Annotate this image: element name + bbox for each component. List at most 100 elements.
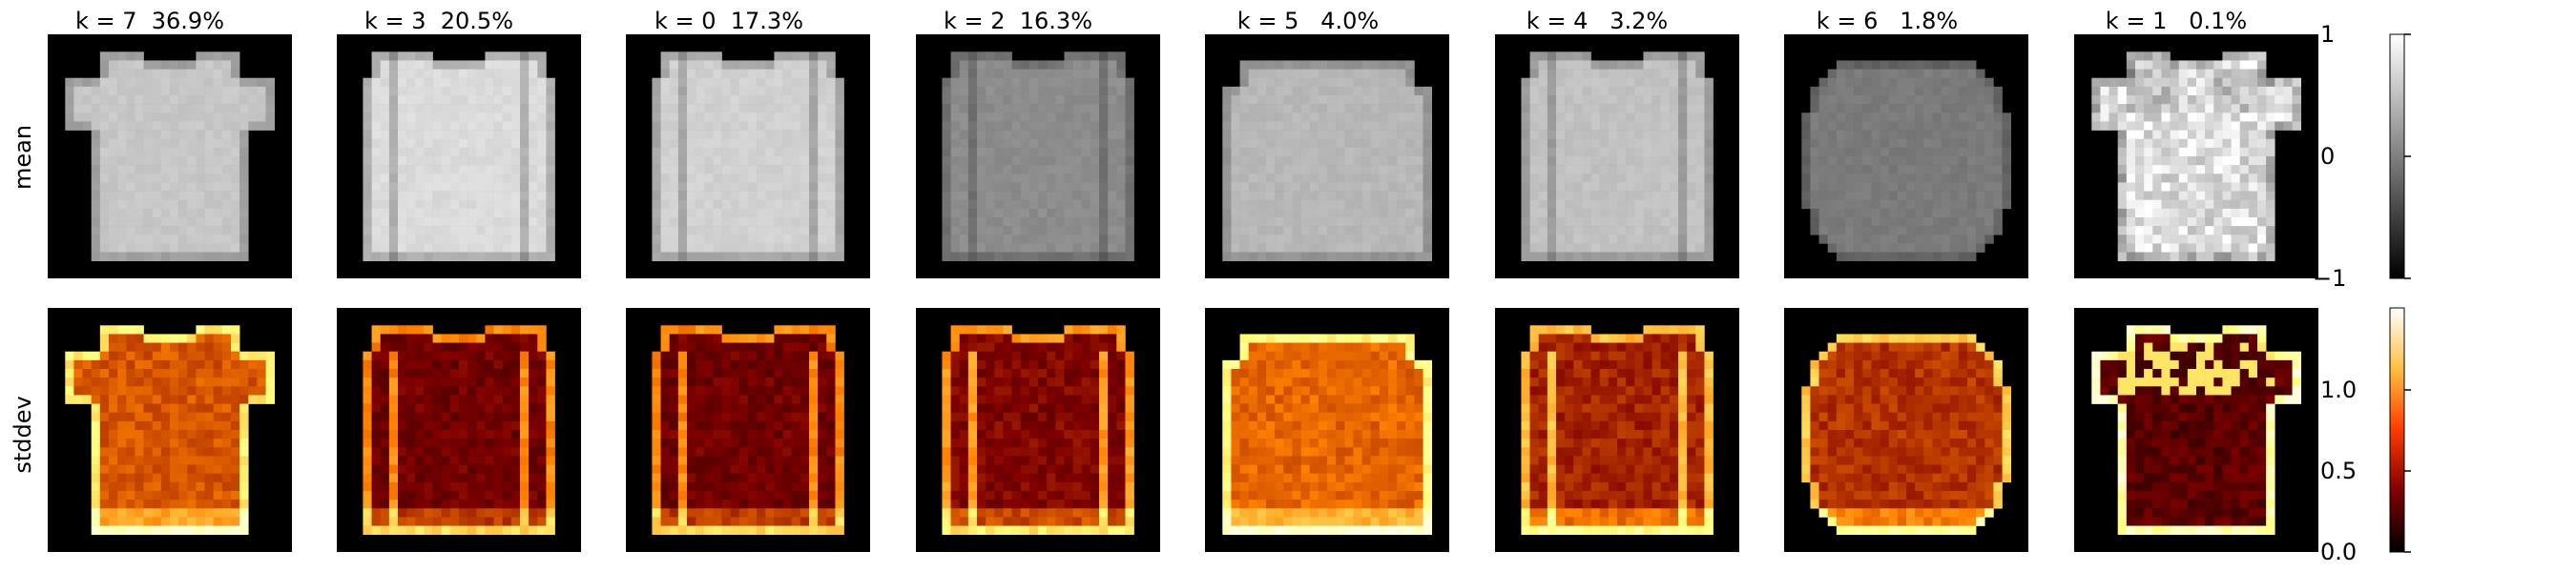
heatmap-cell [1423, 243, 1433, 253]
heatmap-cell [424, 334, 433, 343]
heatmap-cell [213, 359, 223, 370]
heatmap-cell [424, 359, 433, 370]
heatmap-cell [178, 165, 188, 174]
heatmap-cell [818, 147, 827, 157]
heatmap-cell [363, 464, 372, 475]
heatmap-cell [660, 182, 671, 192]
heatmap-cell [380, 439, 390, 448]
heatmap-cell [510, 359, 521, 370]
heatmap-cell [1108, 69, 1117, 79]
heatmap-cell [546, 217, 555, 227]
heatmap-cell [537, 243, 547, 253]
heatmap-cell [959, 473, 969, 483]
heatmap-cell [1327, 60, 1337, 70]
heatmap-cell [109, 334, 118, 343]
heatmap-cell [1011, 334, 1022, 343]
heatmap-cell [126, 378, 135, 387]
heatmap-cell [774, 517, 783, 526]
heatmap-cell [1336, 420, 1345, 431]
heatmap-cell [380, 191, 390, 201]
heatmap-cell [537, 226, 547, 235]
heatmap-cell [493, 508, 504, 518]
heatmap-cell [660, 165, 671, 174]
heatmap-cell [1397, 403, 1406, 414]
heatmap-cell [1047, 156, 1056, 166]
heatmap-cell [99, 325, 110, 335]
heatmap-cell [1055, 369, 1065, 378]
heatmap-cell [152, 156, 162, 166]
heatmap-cell [835, 104, 844, 113]
heatmap-cell [774, 226, 783, 235]
heatmap-cell [1064, 235, 1073, 244]
heatmap-cell [826, 420, 836, 431]
heatmap-cell [1344, 69, 1354, 79]
heatmap-cell [406, 138, 416, 149]
heatmap-cell [1072, 386, 1083, 396]
heatmap-cell [529, 378, 538, 387]
heatmap-cell [467, 456, 477, 465]
heatmap-cell [721, 395, 732, 404]
heatmap-cell [424, 147, 433, 157]
heatmap-cell [520, 369, 530, 378]
heatmap-cell [1003, 430, 1012, 439]
heatmap-cell [696, 156, 705, 166]
heatmap-cell [415, 464, 425, 475]
heatmap-cell [467, 235, 477, 244]
heatmap-cell [363, 112, 372, 122]
heatmap-cell [696, 86, 705, 96]
heatmap-cell [1300, 95, 1311, 105]
heatmap-cell [415, 508, 425, 518]
heatmap-cell [942, 86, 951, 96]
heatmap-cell [738, 104, 749, 113]
heatmap-cell [791, 77, 801, 88]
heatmap-cell [170, 130, 179, 140]
heatmap-cell [1055, 500, 1065, 509]
heatmap-cell [986, 69, 995, 79]
heatmap-cell [818, 77, 827, 88]
heatmap-cell [126, 252, 135, 262]
heatmap-cell [1081, 403, 1091, 414]
heatmap-cell [1327, 447, 1337, 457]
heatmap-cell [1414, 138, 1423, 149]
heatmap-cell [1423, 447, 1433, 457]
heatmap-cell [1038, 112, 1048, 122]
heatmap-cell [713, 430, 722, 439]
heatmap-cell [1283, 156, 1293, 166]
heatmap-cell [529, 208, 538, 218]
heatmap-cell [977, 243, 987, 253]
heatmap-cell [1125, 403, 1134, 414]
heatmap-cell [1266, 403, 1276, 414]
heatmap-cell [126, 191, 135, 201]
heatmap-cell [660, 130, 671, 140]
heatmap-cell [1397, 386, 1406, 396]
heatmap-cell [765, 412, 775, 422]
heatmap-cell [476, 464, 486, 475]
heatmap-cell [371, 60, 382, 70]
heatmap-cell [485, 386, 494, 396]
heatmap-cell [1038, 69, 1048, 79]
heatmap-cell [1336, 386, 1345, 396]
heatmap-cell [1239, 369, 1250, 378]
heatmap-cell [1125, 412, 1134, 422]
heatmap-cell [239, 199, 249, 210]
heatmap-cell [1266, 243, 1276, 253]
heatmap-cell [677, 525, 688, 536]
heatmap-cell [415, 473, 425, 483]
heatmap-cell [187, 473, 197, 483]
heatmap-cell [221, 386, 232, 396]
heatmap-cell [677, 226, 688, 235]
heatmap-cell [187, 430, 197, 439]
heatmap-cell [117, 121, 127, 131]
heatmap-cell [1038, 208, 1048, 218]
heatmap-cell [213, 112, 223, 122]
heatmap-cell [1414, 243, 1423, 253]
heatmap-cell [204, 112, 215, 122]
heatmap-cell [835, 508, 844, 518]
heatmap-cell [1231, 86, 1240, 96]
heatmap-cell [1327, 226, 1337, 235]
heatmap-cell [748, 447, 758, 457]
heatmap-cell [950, 156, 961, 166]
heatmap-cell [669, 420, 679, 431]
heatmap-cell [1055, 104, 1065, 113]
heatmap-cell [757, 334, 766, 343]
